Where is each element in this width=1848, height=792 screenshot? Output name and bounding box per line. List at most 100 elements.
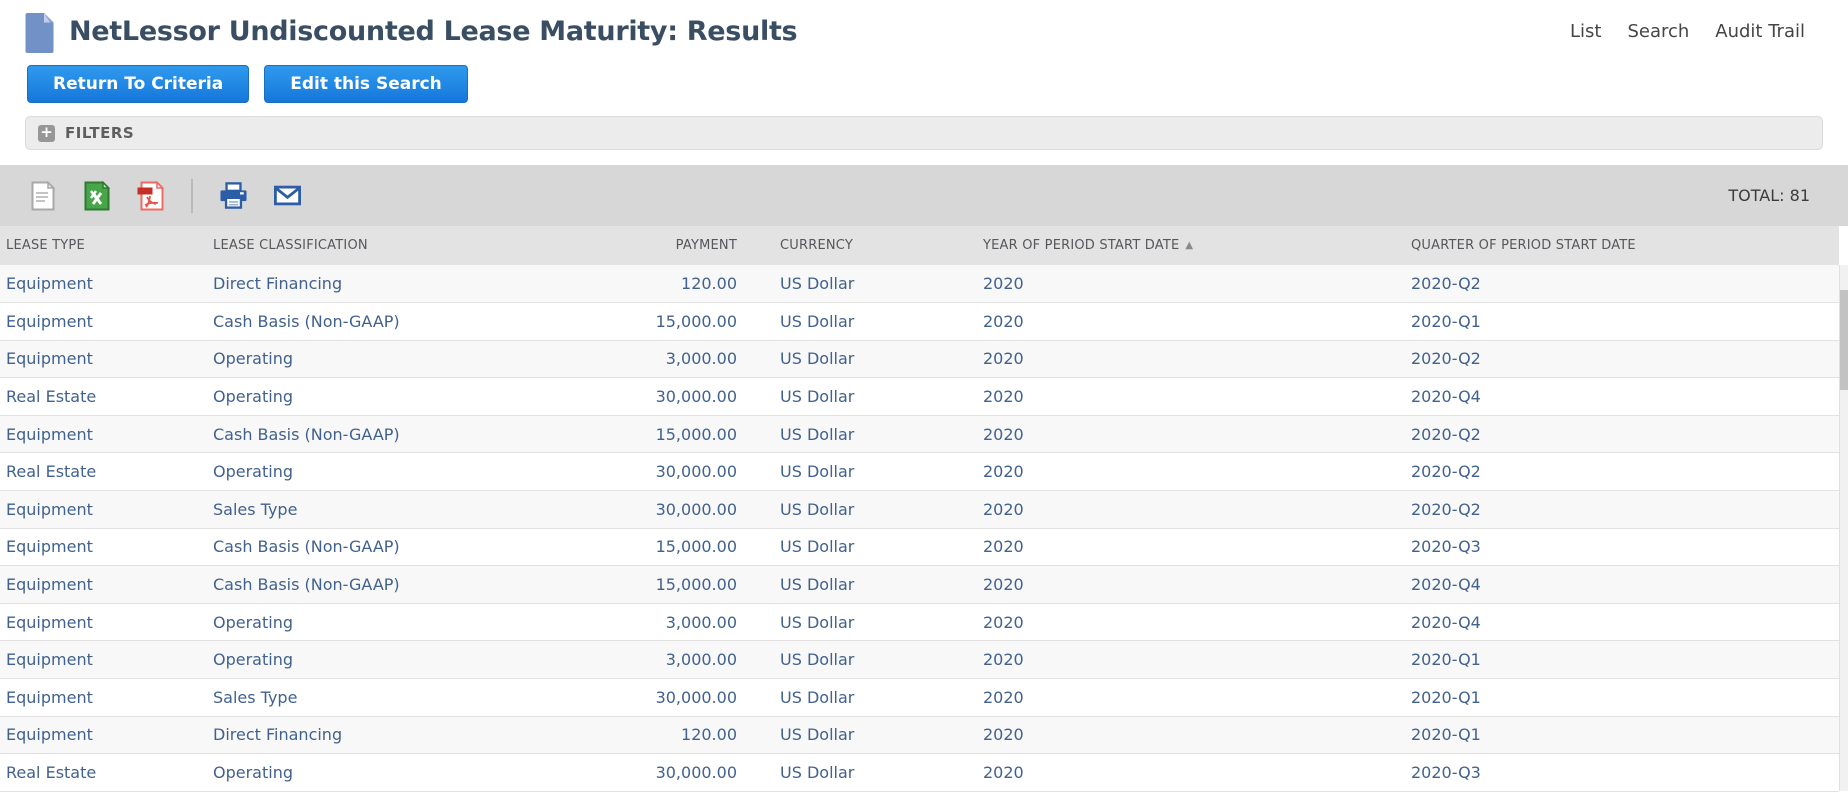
table-row[interactable]: Real Estate Operating 30,000.00 US Dolla… xyxy=(0,452,1839,491)
cell-payment[interactable]: 120.00 xyxy=(681,274,737,294)
pdf-export-icon[interactable] xyxy=(137,180,164,211)
cell-quarter-of-period-start-date[interactable]: 2020-Q1 xyxy=(1411,725,1481,745)
cell-currency[interactable]: US Dollar xyxy=(780,462,855,482)
table-row[interactable]: Equipment Direct Financing 120.00 US Dol… xyxy=(0,265,1839,303)
cell-year-of-period-start-date[interactable]: 2020 xyxy=(983,725,1024,745)
cell-year-of-period-start-date[interactable]: 2020 xyxy=(983,387,1024,407)
column-header-year-of-period-start-date[interactable]: YEAR OF PERIOD START DATE ▲ xyxy=(983,238,1194,253)
cell-lease-classification[interactable]: Operating xyxy=(213,650,293,670)
cell-lease-type[interactable]: Real Estate xyxy=(6,387,97,407)
cell-lease-type[interactable]: Equipment xyxy=(6,725,93,745)
nav-link-search[interactable]: Search xyxy=(1627,21,1690,42)
cell-lease-classification[interactable]: Operating xyxy=(213,349,293,369)
cell-lease-classification[interactable]: Operating xyxy=(213,462,293,482)
cell-lease-type[interactable]: Real Estate xyxy=(6,763,97,783)
cell-currency[interactable]: US Dollar xyxy=(780,499,855,519)
cell-currency[interactable]: US Dollar xyxy=(780,387,855,407)
cell-quarter-of-period-start-date[interactable]: 2020-Q2 xyxy=(1411,349,1481,369)
cell-payment[interactable]: 30,000.00 xyxy=(655,387,737,407)
cell-lease-classification[interactable]: Sales Type xyxy=(213,499,298,519)
cell-payment[interactable]: 30,000.00 xyxy=(655,462,737,482)
cell-payment[interactable]: 15,000.00 xyxy=(655,537,737,557)
table-row[interactable]: Equipment Operating 3,000.00 US Dollar 2… xyxy=(0,603,1839,641)
table-row[interactable]: Real Estate Operating 30,000.00 US Dolla… xyxy=(0,377,1839,416)
cell-currency[interactable]: US Dollar xyxy=(780,349,855,369)
cell-lease-type[interactable]: Equipment xyxy=(6,650,93,670)
csv-export-icon[interactable] xyxy=(29,180,56,211)
print-icon[interactable] xyxy=(220,180,247,211)
expand-filters-plus-icon[interactable]: + xyxy=(38,124,55,142)
cell-quarter-of-period-start-date[interactable]: 2020-Q2 xyxy=(1411,499,1481,519)
cell-lease-classification[interactable]: Cash Basis (Non-GAAP) xyxy=(213,575,400,595)
cell-payment[interactable]: 15,000.00 xyxy=(655,311,737,331)
cell-payment[interactable]: 120.00 xyxy=(681,725,737,745)
table-row[interactable]: Equipment Sales Type 30,000.00 US Dollar… xyxy=(0,490,1839,529)
cell-lease-type[interactable]: Equipment xyxy=(6,424,93,444)
table-row[interactable]: Equipment Sales Type 30,000.00 US Dollar… xyxy=(0,678,1839,717)
column-header-quarter-of-period-start-date[interactable]: QUARTER OF PERIOD START DATE xyxy=(1411,238,1636,253)
cell-quarter-of-period-start-date[interactable]: 2020-Q1 xyxy=(1411,650,1481,670)
cell-quarter-of-period-start-date[interactable]: 2020-Q4 xyxy=(1411,612,1481,632)
cell-year-of-period-start-date[interactable]: 2020 xyxy=(983,537,1024,557)
email-icon[interactable] xyxy=(274,180,301,211)
cell-lease-type[interactable]: Equipment xyxy=(6,311,93,331)
nav-link-list[interactable]: List xyxy=(1569,21,1602,42)
cell-year-of-period-start-date[interactable]: 2020 xyxy=(983,499,1024,519)
cell-year-of-period-start-date[interactable]: 2020 xyxy=(983,424,1024,444)
cell-quarter-of-period-start-date[interactable]: 2020-Q2 xyxy=(1411,274,1481,294)
cell-quarter-of-period-start-date[interactable]: 2020-Q4 xyxy=(1411,575,1481,595)
column-header-payment[interactable]: PAYMENT xyxy=(675,238,737,253)
edit-this-search-button[interactable]: Edit this Search xyxy=(264,65,468,103)
cell-lease-classification[interactable]: Operating xyxy=(213,763,293,783)
cell-quarter-of-period-start-date[interactable]: 2020-Q3 xyxy=(1411,537,1481,557)
cell-currency[interactable]: US Dollar xyxy=(780,274,855,294)
table-row[interactable]: Equipment Cash Basis (Non-GAAP) 15,000.0… xyxy=(0,528,1839,566)
cell-quarter-of-period-start-date[interactable]: 2020-Q1 xyxy=(1411,311,1481,331)
cell-quarter-of-period-start-date[interactable]: 2020-Q3 xyxy=(1411,763,1481,783)
cell-payment[interactable]: 15,000.00 xyxy=(655,575,737,595)
cell-currency[interactable]: US Dollar xyxy=(780,537,855,557)
table-row[interactable]: Equipment Cash Basis (Non-GAAP) 15,000.0… xyxy=(0,415,1839,453)
return-to-criteria-button[interactable]: Return To Criteria xyxy=(27,65,250,103)
cell-year-of-period-start-date[interactable]: 2020 xyxy=(983,575,1024,595)
cell-currency[interactable]: US Dollar xyxy=(780,687,855,707)
cell-lease-type[interactable]: Equipment xyxy=(6,499,93,519)
cell-currency[interactable]: US Dollar xyxy=(780,612,855,632)
cell-quarter-of-period-start-date[interactable]: 2020-Q1 xyxy=(1411,687,1481,707)
table-row[interactable]: Equipment Operating 3,000.00 US Dollar 2… xyxy=(0,640,1839,679)
cell-payment[interactable]: 15,000.00 xyxy=(655,424,737,444)
cell-quarter-of-period-start-date[interactable]: 2020-Q2 xyxy=(1411,424,1481,444)
column-header-lease-classification[interactable]: LEASE CLASSIFICATION xyxy=(213,238,368,253)
cell-lease-type[interactable]: Equipment xyxy=(6,349,93,369)
cell-currency[interactable]: US Dollar xyxy=(780,575,855,595)
cell-lease-classification[interactable]: Operating xyxy=(213,612,293,632)
table-row[interactable]: Equipment Cash Basis (Non-GAAP) 15,000.0… xyxy=(0,302,1839,341)
scrollbar-thumb[interactable] xyxy=(1840,290,1848,390)
cell-lease-classification[interactable]: Cash Basis (Non-GAAP) xyxy=(213,311,400,331)
cell-lease-classification[interactable]: Operating xyxy=(213,387,293,407)
table-row[interactable]: Equipment Operating 3,000.00 US Dollar 2… xyxy=(0,340,1839,378)
cell-quarter-of-period-start-date[interactable]: 2020-Q2 xyxy=(1411,462,1481,482)
table-row[interactable]: Equipment Cash Basis (Non-GAAP) 15,000.0… xyxy=(0,565,1839,604)
cell-year-of-period-start-date[interactable]: 2020 xyxy=(983,462,1024,482)
cell-payment[interactable]: 3,000.00 xyxy=(665,612,737,632)
filters-bar[interactable]: + FILTERS xyxy=(25,116,1823,150)
cell-currency[interactable]: US Dollar xyxy=(780,725,855,745)
cell-year-of-period-start-date[interactable]: 2020 xyxy=(983,311,1024,331)
cell-lease-type[interactable]: Equipment xyxy=(6,612,93,632)
cell-lease-classification[interactable]: Direct Financing xyxy=(213,725,343,745)
cell-lease-classification[interactable]: Sales Type xyxy=(213,687,298,707)
cell-lease-type[interactable]: Equipment xyxy=(6,575,93,595)
cell-year-of-period-start-date[interactable]: 2020 xyxy=(983,612,1024,632)
cell-payment[interactable]: 30,000.00 xyxy=(655,763,737,783)
cell-year-of-period-start-date[interactable]: 2020 xyxy=(983,687,1024,707)
table-row[interactable]: Real Estate Operating 30,000.00 US Dolla… xyxy=(0,753,1839,792)
cell-currency[interactable]: US Dollar xyxy=(780,763,855,783)
cell-lease-classification[interactable]: Cash Basis (Non-GAAP) xyxy=(213,424,400,444)
table-row[interactable]: Equipment Direct Financing 120.00 US Dol… xyxy=(0,716,1839,754)
cell-lease-type[interactable]: Equipment xyxy=(6,687,93,707)
cell-payment[interactable]: 3,000.00 xyxy=(665,349,737,369)
column-header-lease-type[interactable]: LEASE TYPE xyxy=(6,238,85,253)
column-header-currency[interactable]: CURRENCY xyxy=(780,238,853,253)
cell-quarter-of-period-start-date[interactable]: 2020-Q4 xyxy=(1411,387,1481,407)
